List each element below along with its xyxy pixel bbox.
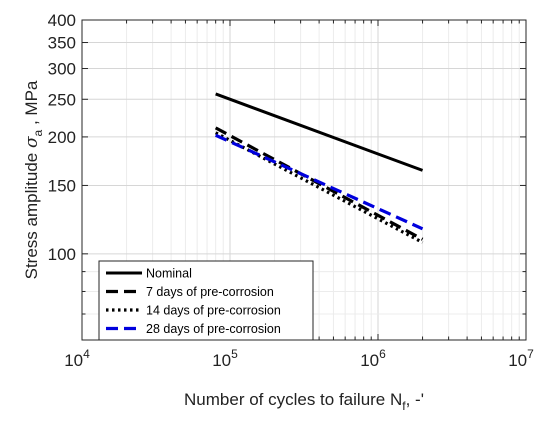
series-lines bbox=[214, 92, 424, 244]
x-tick-label: 104 bbox=[64, 347, 90, 370]
axis-ticks bbox=[81, 19, 526, 341]
legend-label-3: 14 days of pre-corrosion bbox=[146, 304, 281, 318]
y-tick-label: 250 bbox=[48, 90, 76, 109]
legend: Nominal 7 days of pre-corrosion 14 days of… bbox=[98, 260, 314, 341]
legend-label-4: 28 days of pre-corrosion bbox=[146, 322, 281, 336]
y-tick-label: 350 bbox=[48, 34, 76, 53]
series-line-4 bbox=[214, 133, 424, 231]
y-tick-label: 150 bbox=[48, 176, 76, 195]
tick-labels: 100 150 200 250 300 350 400 104 105 106 107 bbox=[48, 11, 534, 370]
series-line-1 bbox=[215, 92, 424, 172]
x-tick-label: 107 bbox=[508, 347, 534, 370]
legend-label-2: 7 days of pre-corrosion bbox=[146, 285, 274, 299]
y-axis-title: Stress amplitude σa , MPa bbox=[22, 80, 45, 279]
y-tick-label: 100 bbox=[48, 245, 76, 264]
x-tick-label: 106 bbox=[360, 347, 386, 370]
x-axis-title: Number of cycles to failure Nf, -' bbox=[184, 390, 424, 413]
legend-label-1: Nominal bbox=[146, 267, 192, 281]
x-tick-label: 105 bbox=[212, 347, 238, 370]
y-tick-label: 300 bbox=[48, 60, 76, 79]
y-tick-label: 400 bbox=[48, 11, 76, 30]
y-tick-label: 200 bbox=[48, 128, 76, 147]
